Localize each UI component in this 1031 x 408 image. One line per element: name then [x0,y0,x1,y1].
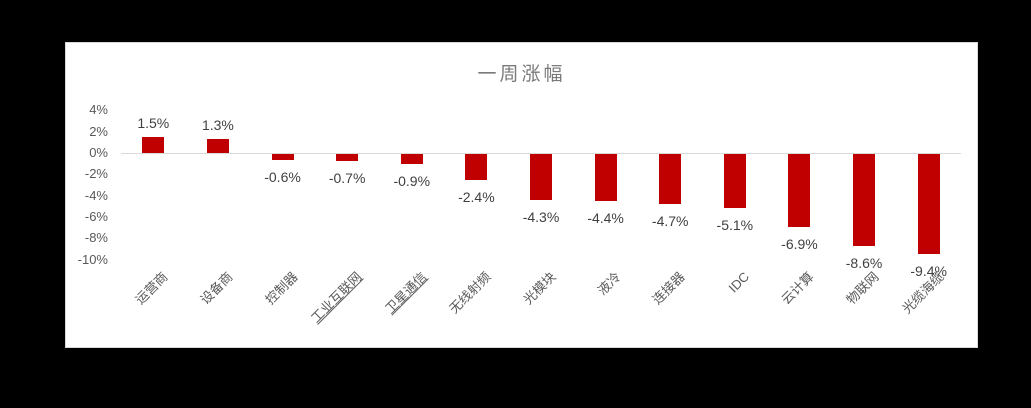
plot-area: 4% 2% 0% -2% -4% -6% -8% -10% 1.5% 运营商 1.3% 设备商 -0.6… [66,43,977,347]
bar-IDC [723,154,746,209]
y-axis-tick-label: -2% [84,166,108,182]
bar-设备商 [206,139,229,153]
x-axis-label-液冷: 液冷 [594,269,624,299]
weekly-change-bar-chart: 一周涨幅 4% 2% 0% -2% -4% -6% -8% -10% 1.5% 运营商 1.3% 设备… [65,42,978,348]
bar-液冷 [594,154,617,201]
bar-光缆海缆 [917,154,940,255]
bar-value-label: -6.9% [781,236,818,253]
bar-控制器 [271,154,294,161]
bar-工业互联网 [336,154,359,162]
bar-value-label: 1.3% [201,117,234,134]
y-axis-tick-label: 4% [89,102,108,118]
bar-value-label: -0.7% [328,170,366,187]
chart-title: 一周涨幅 [477,64,566,85]
zero-gridline [121,153,961,154]
y-axis-tick-label: 2% [89,123,108,139]
bar-运营商 [142,137,165,153]
bar-value-label: -0.9% [393,172,431,189]
x-axis-label-IDC: IDC [726,269,753,296]
bar-光模块 [530,154,552,200]
bar-卫星通信 [400,154,423,164]
bar-value-label: -4.3% [522,208,560,225]
x-axis-label-卫星通信: 卫星通信 [381,269,430,317]
y-axis-tick-label: -6% [84,208,108,224]
bar-连接器 [659,154,682,205]
y-axis-tick-label: 0% [89,145,108,160]
x-axis-label-云计算: 云计算 [778,269,818,308]
x-axis-label-控制器: 控制器 [261,269,301,308]
x-axis-label-连接器: 连接器 [649,269,688,308]
bar-value-label: -9.4% [910,263,947,280]
bar-物联网 [853,154,876,246]
bar-value-label: -4.7% [651,213,689,230]
y-axis-tick-label: -10% [77,251,108,267]
x-axis-label-无线射频: 无线射频 [446,269,494,317]
bar-无线射频 [465,154,488,180]
x-axis-label-光模块: 光模块 [520,269,559,308]
bar-value-label: -4.4% [587,209,624,226]
bar-value-label: -2.4% [458,188,495,205]
bar-value-label: -8.6% [845,254,883,271]
y-axis-tick-label: -4% [84,187,108,203]
x-axis-label-物联网: 物联网 [843,269,882,308]
x-axis-label-设备商: 设备商 [197,269,236,308]
bar-value-label: -5.1% [716,217,754,234]
x-axis-label-工业互联网: 工业互联网 [308,269,365,326]
bar-云计算 [788,154,811,228]
x-axis-label-运营商: 运营商 [132,269,171,308]
bar-value-label: 1.5% [137,115,170,132]
bar-value-label: -0.6% [264,169,301,186]
y-axis-tick-label: -8% [84,230,108,246]
